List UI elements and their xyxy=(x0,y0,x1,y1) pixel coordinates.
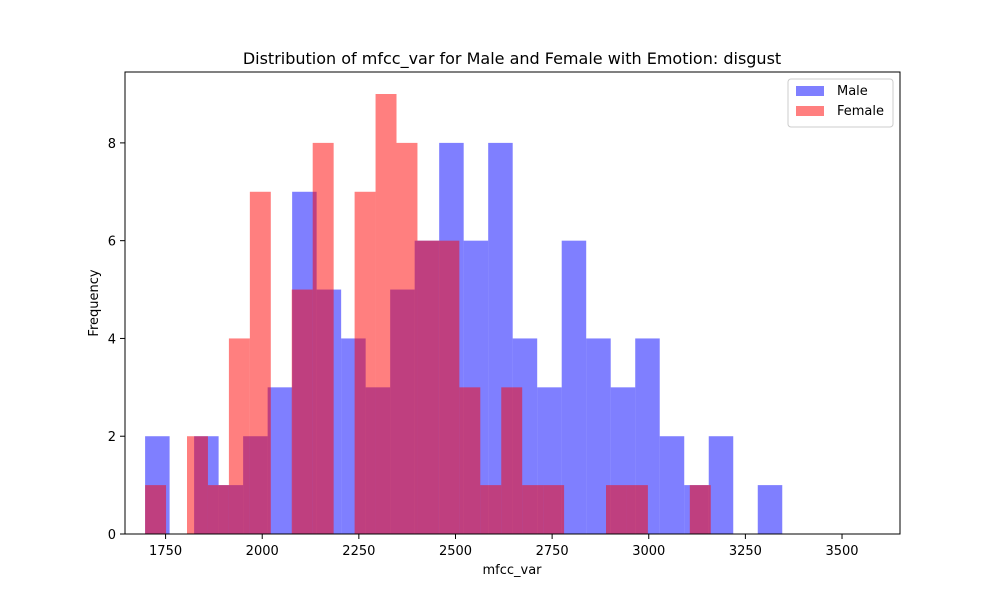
bar-female-17 xyxy=(501,387,523,534)
legend-swatch-male xyxy=(796,86,824,96)
legend: Male Female xyxy=(787,78,894,128)
bar-female-14 xyxy=(438,240,460,534)
y-tick-label-0: 0 xyxy=(108,528,116,543)
y-tick-label-4: 4 xyxy=(108,332,116,347)
bar-female-12 xyxy=(396,142,418,534)
x-axis-ticks: 1750 2000 2250 2500 2750 3000 3250 3500 xyxy=(149,534,859,559)
bar-female-19 xyxy=(543,485,565,534)
chart-title: Distribution of mfcc_var for Male and Fe… xyxy=(243,49,781,69)
bar-female-8 xyxy=(312,142,334,534)
bar-female-18 xyxy=(522,485,544,534)
x-tick-label-3500: 3500 xyxy=(825,544,858,559)
bar-female-7 xyxy=(291,289,313,534)
x-tick-label-2750: 2750 xyxy=(536,544,569,559)
y-axis-label: Frequency xyxy=(87,269,102,336)
bar-female-15 xyxy=(459,387,481,534)
plot-frame xyxy=(124,71,901,535)
x-tick-label-3250: 3250 xyxy=(729,544,762,559)
bar-male-17 xyxy=(561,240,587,534)
bar-female-10 xyxy=(354,191,376,534)
bar-male-21 xyxy=(659,436,685,534)
bar-female-16 xyxy=(480,485,502,534)
legend-label-female: Female xyxy=(837,104,884,119)
bar-female-26 xyxy=(689,485,711,534)
x-tick-label-2250: 2250 xyxy=(342,544,375,559)
x-tick-label-1750: 1750 xyxy=(149,544,182,559)
x-tick-label-2500: 2500 xyxy=(439,544,472,559)
x-tick-label-2000: 2000 xyxy=(246,544,279,559)
bar-female-13 xyxy=(417,240,439,534)
y-tick-label-6: 6 xyxy=(108,235,116,250)
bar-male-25 xyxy=(757,485,783,534)
bar-female-3 xyxy=(207,485,229,534)
y-tick-label-8: 8 xyxy=(108,137,116,152)
bar-female-2 xyxy=(187,436,208,534)
bar-female-23 xyxy=(626,485,648,534)
y-axis-ticks: 0 2 4 6 8 xyxy=(108,137,125,543)
legend-label-male: Male xyxy=(837,84,868,99)
x-tick-label-3000: 3000 xyxy=(632,544,665,559)
bar-female-5 xyxy=(249,191,271,534)
bar-female-0 xyxy=(145,485,167,534)
bar-female-11 xyxy=(375,94,397,534)
legend-swatch-female xyxy=(796,106,824,116)
bar-male-23 xyxy=(708,436,734,534)
bar-female-22 xyxy=(606,485,627,534)
bar-male-5 xyxy=(267,387,293,534)
y-tick-label-2: 2 xyxy=(108,430,116,445)
bars-layer xyxy=(145,94,783,534)
bar-female-4 xyxy=(228,338,250,534)
x-axis-label: mfcc_var xyxy=(482,563,542,578)
